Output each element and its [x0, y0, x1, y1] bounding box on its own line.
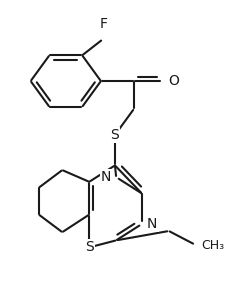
- Text: F: F: [99, 17, 107, 31]
- Text: O: O: [168, 74, 179, 88]
- Text: S: S: [111, 128, 119, 142]
- Text: N: N: [147, 217, 157, 231]
- Text: S: S: [85, 240, 94, 254]
- Text: CH₃: CH₃: [201, 239, 224, 251]
- Text: N: N: [101, 170, 111, 184]
